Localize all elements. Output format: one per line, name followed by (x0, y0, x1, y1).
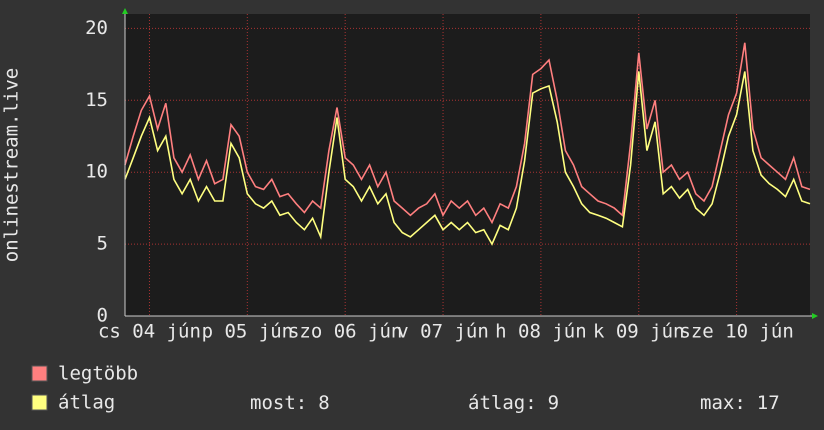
y-tick-label: 15 (85, 89, 108, 111)
x-tick-label: h 08 jún (495, 321, 587, 343)
x-tick-label: sze 10 jún (679, 321, 793, 343)
series-line (124, 42, 811, 225)
stat-label: max: (700, 392, 746, 414)
stat-label: átlag: (468, 392, 537, 414)
legend-swatch (31, 394, 48, 411)
stat: max: 17 (700, 392, 780, 414)
y-tick-label: 10 (85, 161, 108, 183)
series-line (124, 71, 811, 246)
stat: most: 8 (250, 392, 330, 414)
y-axis-title: onlinestream.live (1, 68, 23, 262)
legend-label: legtöbb (58, 363, 138, 385)
x-tick-label: cs 04 jún (98, 321, 201, 343)
legend-swatch (31, 365, 48, 382)
lines (124, 42, 811, 246)
x-tick-label: p 05 jún (202, 321, 294, 343)
axis-arrow (812, 313, 818, 319)
y-tick-label: 5 (97, 233, 108, 255)
stat-value: 17 (757, 392, 780, 414)
stat-label: most: (250, 392, 307, 414)
legend-label: átlag (58, 392, 115, 414)
stat-value: 8 (318, 392, 329, 414)
stat-value: 9 (548, 392, 559, 414)
y-tick-label: 0 (97, 305, 108, 327)
axis-arrow (122, 8, 128, 14)
legend: legtöbb átlag most: 8 átlag: 9 max: 17 (31, 363, 780, 414)
x-tick-label: v 07 jún (397, 321, 489, 343)
x-tick-label: k 09 jún (593, 321, 685, 343)
stat: átlag: 9 (468, 392, 559, 414)
y-tick-label: 20 (85, 17, 108, 39)
x-tick-label: szo 06 jún (288, 321, 402, 343)
plot-area (125, 14, 810, 316)
